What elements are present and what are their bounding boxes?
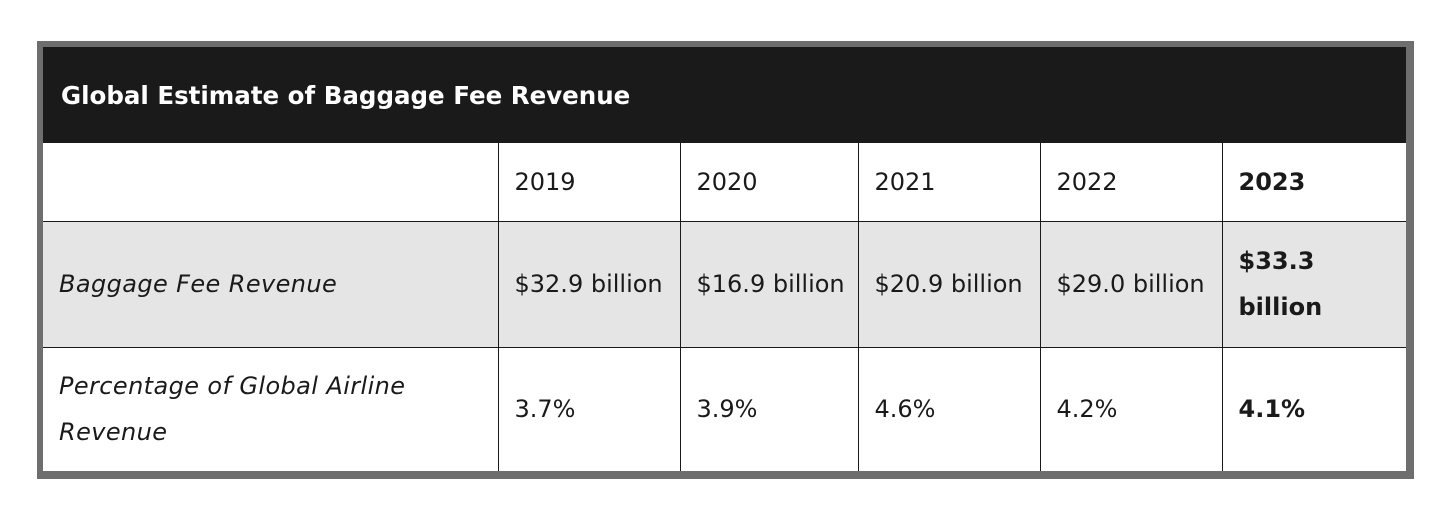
table-row: Percentage of Global Airline Revenue 3.7… — [43, 346, 1406, 471]
table-row: Baggage Fee Revenue $32.9 billion $16.9 … — [43, 220, 1406, 348]
cell-percentage-2023: 4.1% — [1221, 346, 1406, 471]
row-label-percentage-of-airline-revenue: Percentage of Global Airline Revenue — [43, 346, 499, 471]
cell-revenue-2022: $29.0 billion — [1039, 220, 1223, 348]
header-cell-2023: 2023 — [1221, 143, 1406, 222]
cell-revenue-2019: $32.9 billion — [497, 220, 681, 348]
cell-revenue-2023: $33.3 billion — [1221, 220, 1406, 348]
cell-percentage-2020: 3.9% — [679, 346, 859, 471]
header-cell-2022: 2022 — [1039, 143, 1223, 222]
table-container: Global Estimate of Baggage Fee Revenue 2… — [43, 47, 1406, 471]
header-cell-empty — [43, 143, 499, 222]
table-frame: Global Estimate of Baggage Fee Revenue 2… — [37, 41, 1414, 479]
header-cell-2019: 2019 — [497, 143, 681, 222]
cell-revenue-2020: $16.9 billion — [679, 220, 859, 348]
header-cell-2020: 2020 — [679, 143, 859, 222]
header-row: 2019 2020 2021 2022 2023 — [43, 143, 1406, 222]
cell-percentage-2019: 3.7% — [497, 346, 681, 471]
row-label-baggage-fee-revenue: Baggage Fee Revenue — [43, 220, 499, 348]
baggage-fee-table: 2019 2020 2021 2022 2023 Baggage Fee Rev… — [43, 143, 1406, 471]
cell-percentage-2022: 4.2% — [1039, 346, 1223, 471]
cell-revenue-2021: $20.9 billion — [857, 220, 1041, 348]
header-cell-2021: 2021 — [857, 143, 1041, 222]
table-title: Global Estimate of Baggage Fee Revenue — [43, 47, 1406, 143]
cell-percentage-2021: 4.6% — [857, 346, 1041, 471]
